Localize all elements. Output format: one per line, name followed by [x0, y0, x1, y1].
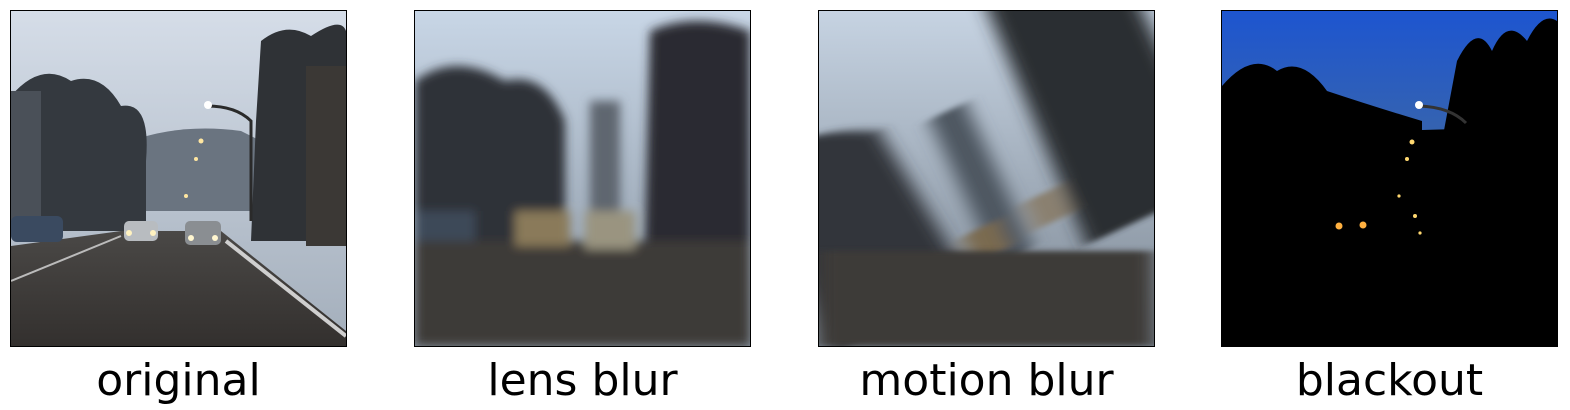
street-scene-motion-blur [819, 11, 1154, 346]
panel-lens-blur: lens blur [414, 10, 751, 406]
image-blackout [1221, 10, 1558, 347]
caption-lens-blur: lens blur [487, 355, 678, 406]
panel-original: original [10, 10, 347, 406]
panel-blackout: blackout [1221, 10, 1558, 406]
caption-original: original [96, 355, 261, 406]
street-scene-original [11, 11, 346, 346]
image-original [10, 10, 347, 347]
caption-blackout: blackout [1295, 355, 1484, 406]
street-scene-lens-blur [415, 11, 750, 346]
image-motion-blur [818, 10, 1155, 347]
image-lens-blur [414, 10, 751, 347]
street-scene-blackout [1222, 11, 1557, 346]
panel-motion-blur: motion blur [818, 10, 1155, 406]
caption-motion-blur: motion blur [859, 355, 1114, 406]
